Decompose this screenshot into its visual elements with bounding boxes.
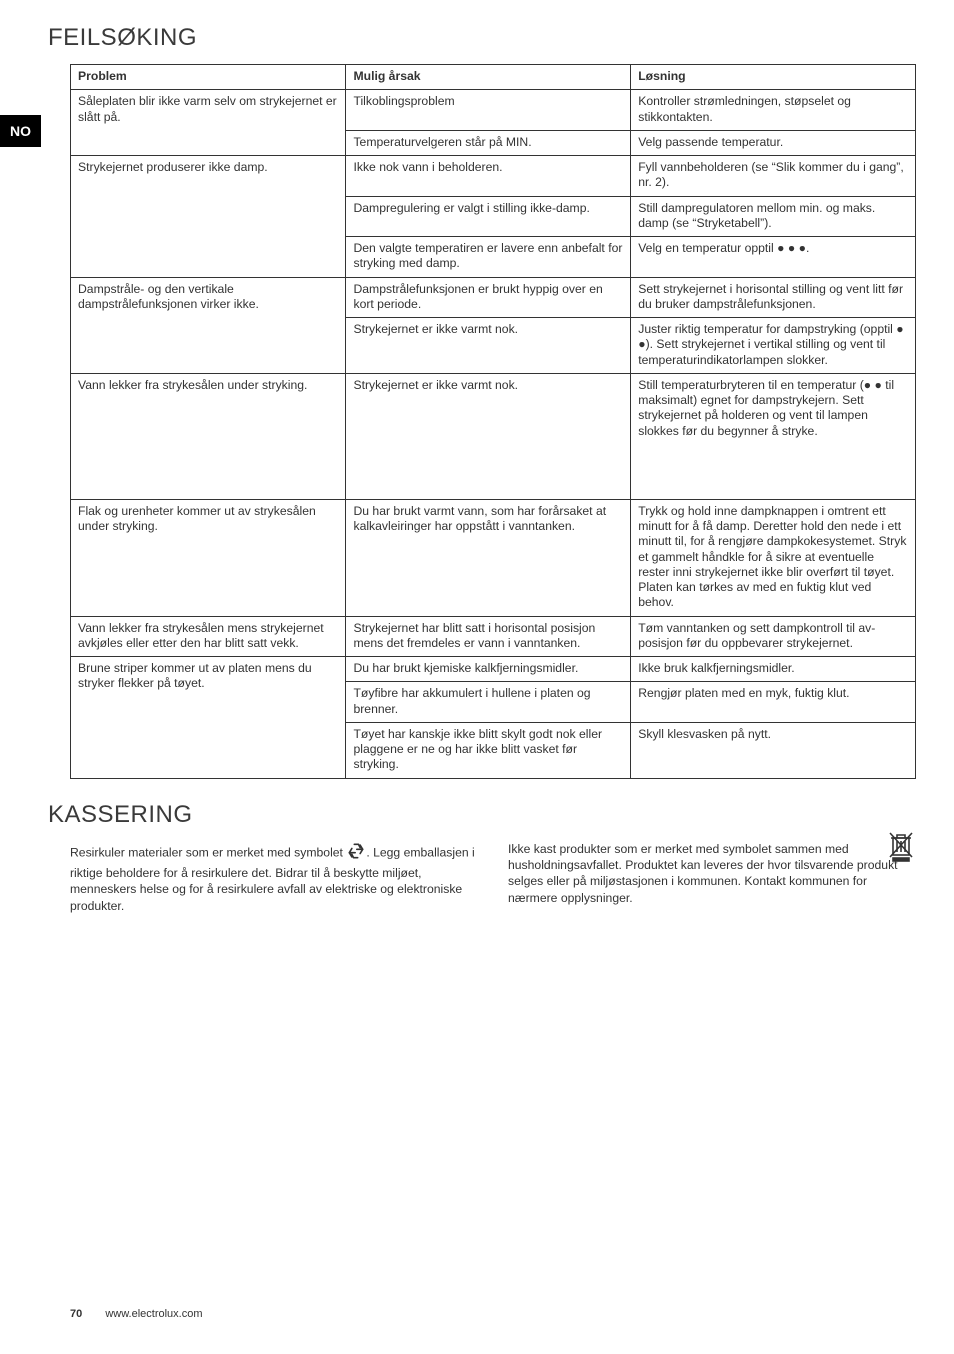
page-number: 70 [70,1308,82,1320]
cell-cause: Tøyfibre har akkumulert i hullene i plat… [346,682,631,723]
troubleshooting-table: Problem Mulig årsak Løsning Såleplaten b… [70,64,916,779]
cell-solution: Tøm vanntanken og sett dampkontroll til … [631,616,916,657]
language-tab: NO [0,115,41,147]
disposal-left: Resirkuler materialer som er merket med … [70,841,478,915]
cell-problem: Såleplaten blir ikke varm selv om stryke… [71,90,346,156]
cell-cause: Strykejernet er ikke varmt nok. [346,318,631,374]
table-header-row: Problem Mulig årsak Løsning [71,65,916,90]
cell-cause: Den valgte temperatiren er lavere enn an… [346,237,631,278]
cell-cause: Tøyet har kanskje ikke blitt skylt godt … [346,722,631,778]
cell-problem: Vann lekker fra strykesålen under stryki… [71,373,346,499]
col-cause: Mulig årsak [346,65,631,90]
col-problem: Problem [71,65,346,90]
cell-solution: Juster riktig temperatur for dampstrykin… [631,318,916,374]
cell-solution: Fyll vannbeholderen (se “Slik kommer du … [631,156,916,197]
troubleshooting-heading: FEILSØKING [48,24,916,52]
cell-solution: Kontroller strømledningen, støpselet og … [631,90,916,131]
cell-cause: Tilkoblingsproblem [346,90,631,131]
language-tab-text: NO [10,123,31,139]
table-row: Flak og urenheter kommer ut av strykesål… [71,499,916,616]
table-row: Brune striper kommer ut av platen mens d… [71,657,916,682]
cell-problem: Dampstråle- og den vertikale dampstrålef… [71,277,346,373]
cell-solution: Ikke bruk kalkfjerningsmidler. [631,657,916,682]
page-footer: 70 www.electrolux.com [70,1308,203,1320]
disposal-right-a: Ikke kast produkter som er merket med sy… [508,842,775,856]
cell-cause: Du har brukt kjemiske kalkfjerningsmidle… [346,657,631,682]
cell-solution: Velg en temperatur opptil ● ● ●. [631,237,916,278]
weee-bin-icon [886,829,916,867]
cell-solution: Still temperaturbryteren til en temperat… [631,373,916,499]
cell-cause: Du har brukt varmt vann, som har forårsa… [346,499,631,616]
cell-solution: Trykk og hold inne dampknappen i omtrent… [631,499,916,616]
cell-solution: Rengjør platen med en myk, fuktig klut. [631,682,916,723]
cell-solution: Velg passende temperatur. [631,130,916,155]
table-row: Vann lekker fra strykesålen under stryki… [71,373,916,499]
col-solution: Løsning [631,65,916,90]
cell-problem: Brune striper kommer ut av platen mens d… [71,657,346,779]
disposal-left-a: Resirkuler materialer som er merket med … [70,845,346,859]
table-row: Strykejernet produserer ikke damp.Ikke n… [71,156,916,197]
cell-solution: Skyll klesvasken på nytt. [631,722,916,778]
cell-problem: Vann lekker fra strykesålen mens strykej… [71,616,346,657]
recycle-icon [346,841,366,865]
cell-solution: Sett strykejernet i horisontal stilling … [631,277,916,318]
cell-cause: Strykejernet er ikke varmt nok. [346,373,631,499]
table-row: Vann lekker fra strykesålen mens strykej… [71,616,916,657]
footer-url: www.electrolux.com [105,1308,202,1320]
cell-cause: Strykejernet har blitt satt i horisontal… [346,616,631,657]
table-row: Dampstråle- og den vertikale dampstrålef… [71,277,916,318]
cell-problem: Strykejernet produserer ikke damp. [71,156,346,278]
disposal-heading: KASSERING [48,801,916,829]
cell-cause: Temperaturvelgeren står på MIN. [346,130,631,155]
disposal-right: Ikke kast produkter som er merket med sy… [508,841,916,915]
cell-cause: Dampregulering er valgt i stilling ikke-… [346,196,631,237]
cell-problem: Flak og urenheter kommer ut av strykesål… [71,499,346,616]
table-row: Såleplaten blir ikke varm selv om stryke… [71,90,916,131]
cell-solution: Still dampregulatoren mellom min. og mak… [631,196,916,237]
cell-cause: Ikke nok vann i beholderen. [346,156,631,197]
cell-cause: Dampstrålefunksjonen er brukt hyppig ove… [346,277,631,318]
